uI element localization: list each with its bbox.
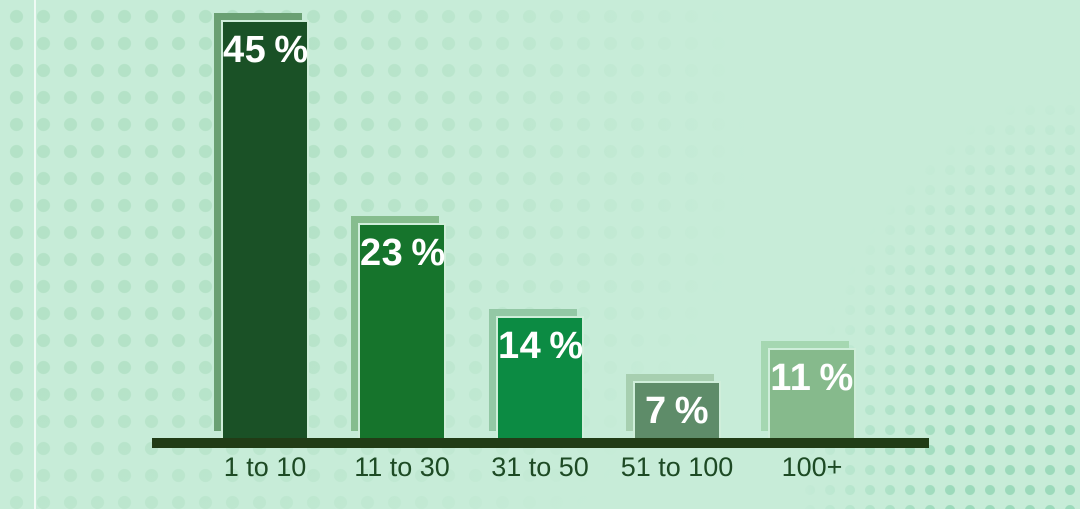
bar-value-label: 11 % bbox=[770, 357, 854, 399]
bar-fill: 14 % bbox=[496, 316, 584, 438]
left-accent-line bbox=[34, 0, 36, 509]
bar-value-label: 45 % bbox=[223, 29, 309, 71]
bar-category-label: 100+ bbox=[781, 452, 843, 482]
x-axis-line bbox=[152, 438, 929, 448]
bar-fill: 11 % bbox=[768, 348, 856, 438]
bar-category-label: 11 to 30 bbox=[354, 452, 450, 482]
bar-value-label: 14 % bbox=[498, 325, 584, 367]
bar: 11 % bbox=[761, 341, 856, 438]
bar: 7 % bbox=[626, 374, 721, 438]
bar-value-label: 7 % bbox=[644, 390, 710, 432]
bar-fill: 45 % bbox=[221, 20, 309, 438]
bar-value-label: 23 % bbox=[360, 232, 446, 274]
bar: 23 % bbox=[351, 216, 446, 438]
bar-fill: 23 % bbox=[358, 223, 446, 438]
bar: 14 % bbox=[489, 309, 584, 438]
bar-category-label: 31 to 50 bbox=[491, 452, 589, 482]
bar-fill: 7 % bbox=[633, 381, 721, 438]
bar-category-label: 1 to 10 bbox=[223, 452, 307, 482]
bar-category-label: 51 to 100 bbox=[620, 452, 734, 482]
bar: 45 % bbox=[214, 13, 309, 438]
